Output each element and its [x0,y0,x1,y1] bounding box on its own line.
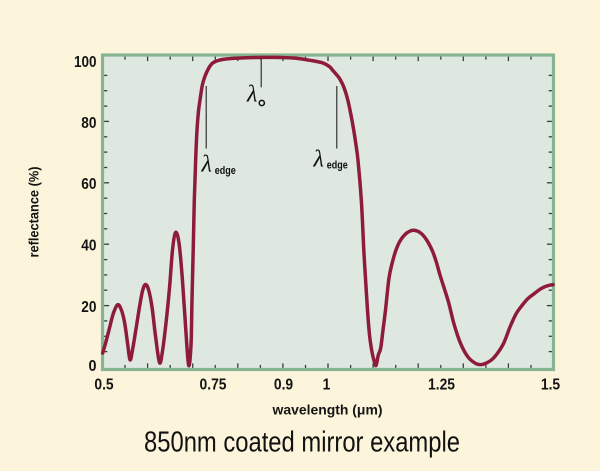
svg-text:λ: λ [201,152,212,178]
svg-text:0.5: 0.5 [94,377,113,394]
svg-text:100: 100 [74,54,97,71]
svg-text:0.9: 0.9 [274,377,293,394]
svg-text:edge: edge [215,165,236,177]
svg-text:850nm coated mirror example: 850nm coated mirror example [144,427,460,459]
svg-text:edge: edge [327,160,348,172]
svg-text:1.5: 1.5 [541,377,560,394]
svg-text:60: 60 [81,176,96,193]
svg-text:λ: λ [313,147,324,173]
svg-text:1.25: 1.25 [428,377,455,394]
svg-text:0.75: 0.75 [200,377,227,394]
svg-text:λ: λ [246,82,257,108]
svg-text:40: 40 [81,238,96,255]
svg-text:0: 0 [89,358,97,375]
svg-text:80: 80 [81,115,96,132]
svg-text:20: 20 [81,299,96,316]
svg-text:reflectance (%): reflectance (%) [27,167,42,258]
svg-text:1: 1 [323,377,331,394]
svg-text:wavelength (μm): wavelength (μm) [271,403,382,418]
